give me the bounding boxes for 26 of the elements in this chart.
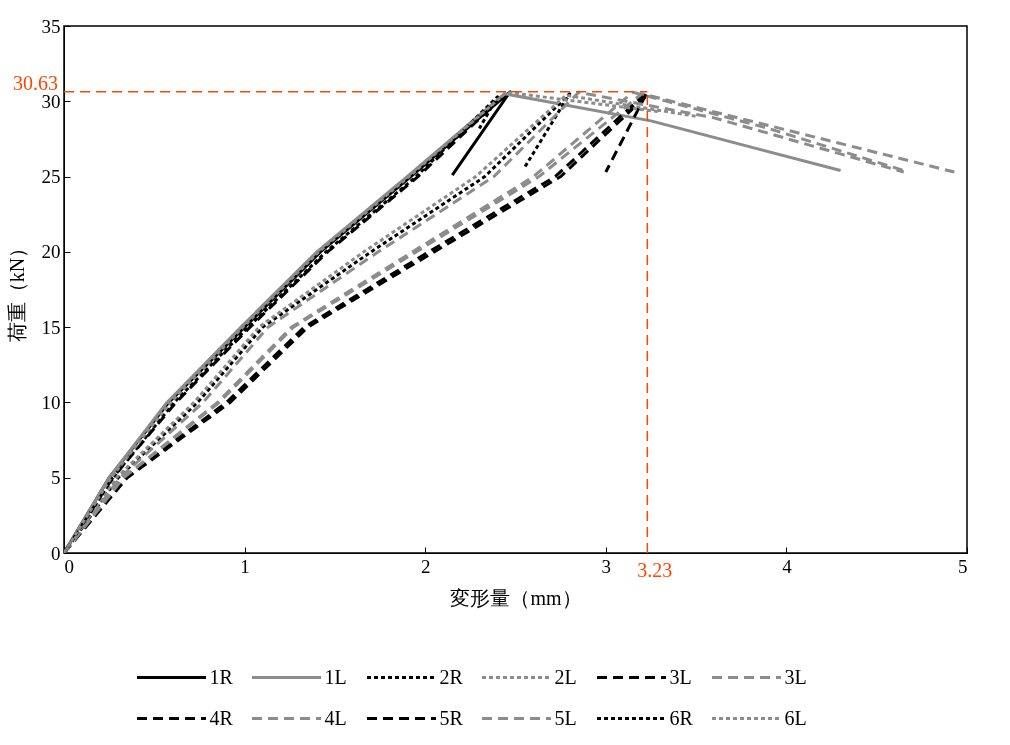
legend-label: 6L — [784, 706, 807, 729]
x-tick-label: 2 — [420, 555, 431, 577]
x-tick-label: 1 — [240, 555, 250, 577]
legend-label: 1R — [209, 665, 234, 688]
y-axis-title: 荷重（kN） — [5, 237, 28, 343]
ref-line-label: 3.23 — [637, 559, 673, 581]
legend-label: 6R — [669, 706, 694, 729]
legend-label: 5R — [439, 706, 464, 729]
y-tick-label: 5 — [51, 467, 61, 489]
legend-label: 2L — [554, 665, 577, 688]
y-tick-label: 20 — [41, 241, 61, 263]
legend-label: 3L — [784, 665, 807, 688]
x-tick-label: 5 — [958, 555, 968, 577]
legend-label: 5L — [554, 706, 577, 729]
y-tick-label: 35 — [41, 15, 61, 37]
legend-label: 1L — [324, 665, 347, 688]
y-tick-label: 15 — [41, 316, 61, 338]
x-axis-title: 変形量（mm） — [450, 586, 582, 609]
legend-label: 2R — [439, 665, 464, 688]
x-tick-label: 4 — [782, 555, 793, 577]
legend-label: 4R — [209, 706, 234, 729]
y-tick-label: 10 — [41, 391, 61, 413]
x-tick-label: 3 — [601, 555, 612, 577]
y-tick-label: 25 — [41, 166, 61, 188]
legend-label: 3L — [669, 665, 692, 688]
legend-label: 4L — [324, 706, 347, 729]
